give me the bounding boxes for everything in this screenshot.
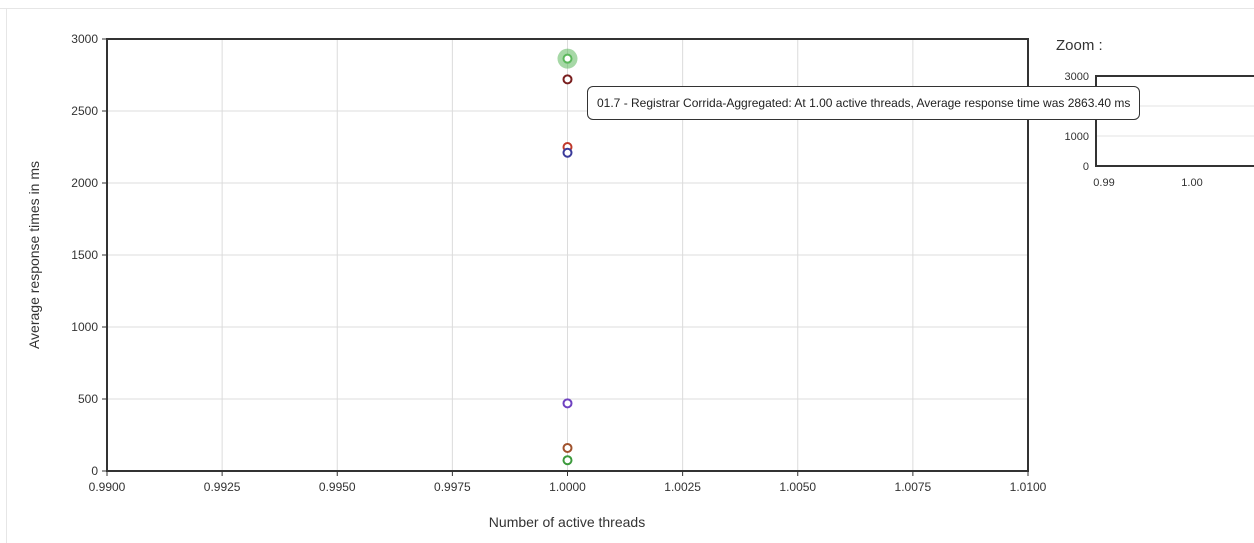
x-tick-label: 1.0075 [895,480,932,494]
y-axis-ticks: 0 500 1000 1500 2000 2500 3000 [71,32,107,478]
zoom-x-tick-label: 1.00 [1181,177,1202,189]
x-tick-label: 0.9975 [434,480,471,494]
x-tick-label: 0.9900 [89,480,126,494]
x-axis-label: Number of active threads [489,514,645,530]
data-point[interactable] [562,74,573,85]
y-tick-label: 1000 [71,320,98,334]
y-axis-label: Average response times in ms [26,161,42,349]
x-tick-label: 0.9925 [204,480,241,494]
y-tick-label: 500 [78,392,98,406]
x-tick-label: 1.0000 [549,480,586,494]
data-point[interactable] [562,53,573,64]
y-tick-label: 2500 [71,104,98,118]
data-point[interactable] [562,147,573,158]
x-axis-ticks: 0.9900 0.9925 0.9950 0.9975 1.0000 1.0025 1.00… [89,471,1047,494]
data-points[interactable] [557,48,578,466]
data-point[interactable] [562,455,573,466]
data-point[interactable] [562,398,573,409]
zoom-x-ticks: 0.99 1.00 [1093,177,1202,189]
y-tick-label: 0 [91,464,98,478]
x-tick-label: 1.0100 [1010,480,1047,494]
panel-top-border [0,8,1254,9]
y-tick-label: 2000 [71,176,98,190]
zoom-title: Zoom : [1056,37,1103,54]
hover-tooltip: 01.7 - Registrar Corrida-Aggregated: At … [587,86,1141,120]
zoom-x-tick-label: 0.99 [1093,177,1114,189]
zoom-y-tick-label: 1000 [1065,131,1089,143]
x-tick-label: 0.9950 [319,480,356,494]
x-tick-label: 1.0050 [779,480,816,494]
y-tick-label: 1500 [71,248,98,262]
zoom-y-tick-label: 3000 [1065,71,1089,83]
panel-left-border [6,8,7,543]
zoom-plot-border[interactable] [1095,75,1254,167]
zoom-y-tick-label: 0 [1083,161,1089,173]
y-tick-label: 3000 [71,32,98,46]
data-point[interactable] [562,442,573,453]
x-tick-label: 1.0025 [664,480,701,494]
